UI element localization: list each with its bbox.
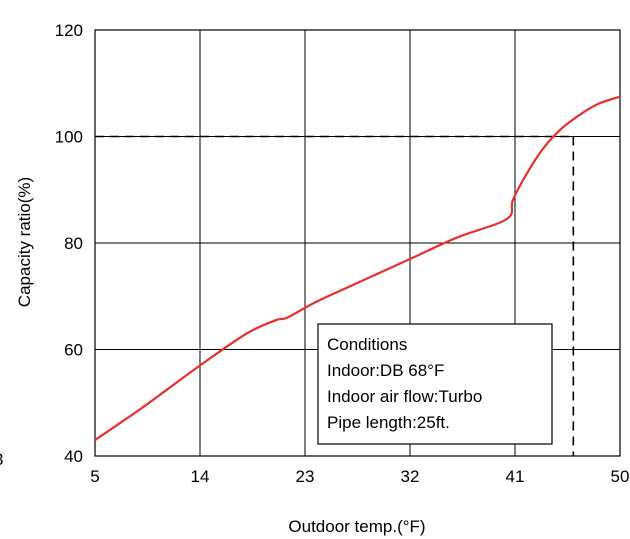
x-axis-label: Outdoor temp.(°F) (288, 517, 425, 536)
y-tick-label: 100 (55, 128, 83, 147)
x-tick-label: 41 (506, 467, 525, 486)
conditions-title: Conditions (327, 335, 407, 354)
y-tick-label: 60 (64, 341, 83, 360)
reference-lines (95, 135, 575, 456)
conditions-pipe-length: Pipe length:25ft. (327, 413, 450, 432)
y-tick-label: 120 (55, 21, 83, 40)
y-tick-labels: 40 60 80 100 120 (55, 21, 83, 466)
conditions-air-flow: Indoor air flow:Turbo (327, 387, 482, 406)
y-tick-label: 80 (64, 234, 83, 253)
plot-frame (94, 29, 621, 457)
x-tick-label: 23 (296, 467, 315, 486)
x-tick-label: 50 (611, 467, 630, 486)
x-tick-label: 5 (90, 467, 99, 486)
y-tick-label: 40 (64, 447, 83, 466)
x-tick-label: 14 (191, 467, 210, 486)
stray-text: 3 (0, 450, 3, 469)
x-tick-labels: 5 14 23 32 41 50 (90, 467, 629, 486)
y-axis-label: Capacity ratio(%) (15, 177, 34, 307)
capacity-curve (94, 95, 621, 441)
x-tick-label: 32 (401, 467, 420, 486)
conditions-box: Conditions Indoor:DB 68°F Indoor air flo… (317, 323, 553, 445)
conditions-box-frame (317, 323, 553, 445)
conditions-indoor-temp: Indoor:DB 68°F (327, 361, 444, 380)
